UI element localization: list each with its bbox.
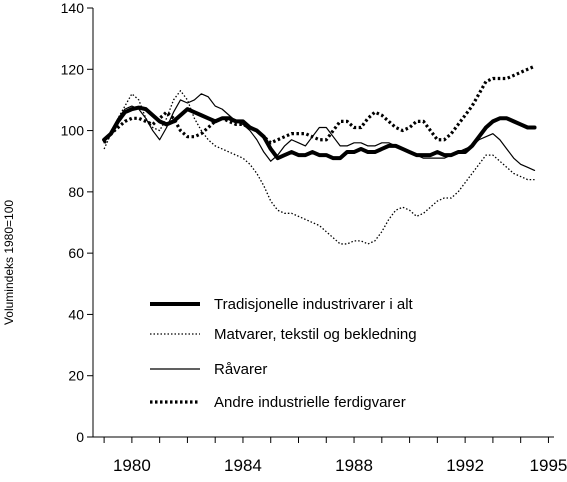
series-line-ravarer <box>103 93 536 172</box>
y-tick-label: 100 <box>61 123 85 139</box>
legend: Tradisjonelle industrivarer i alt Matvare… <box>150 296 417 411</box>
y-ticks: 0 20 40 60 80 100 120 140 <box>61 0 93 445</box>
y-tick-label: 140 <box>61 0 85 16</box>
x-tick-label: 1980 <box>113 456 151 475</box>
y-tick-label: 80 <box>68 184 84 200</box>
series-lines <box>102 64 537 245</box>
y-tick-label: 40 <box>68 306 84 322</box>
legend-label: Matvarer, tekstil og bekledning <box>214 326 417 343</box>
legend-label: Tradisjonelle industrivarer i alt <box>214 296 414 313</box>
y-tick-label: 0 <box>76 429 84 445</box>
x-tick-label: 1988 <box>335 456 373 475</box>
y-axis-title-group: Volumindeks 1980=100 <box>2 200 16 325</box>
y-tick-label: 120 <box>61 61 85 77</box>
y-axis-title: Volumindeks 1980=100 <box>2 200 16 325</box>
y-tick-label: 20 <box>68 368 84 384</box>
x-ticks: 1980 1984 1988 1992 1995 <box>103 437 567 475</box>
series-line-matvarer <box>103 90 535 245</box>
x-tick-label: 1984 <box>224 456 262 475</box>
x-tick-label: 1992 <box>446 456 484 475</box>
x-tick-label: 1995 <box>530 456 567 475</box>
axes <box>92 8 554 438</box>
y-tick-label: 60 <box>68 245 84 261</box>
legend-label: Andre industrielle ferdigvarer <box>214 394 406 411</box>
legend-label: Råvarer <box>214 361 267 378</box>
series-line-andre <box>102 64 536 145</box>
series-line-tradisjonelle <box>102 105 537 161</box>
